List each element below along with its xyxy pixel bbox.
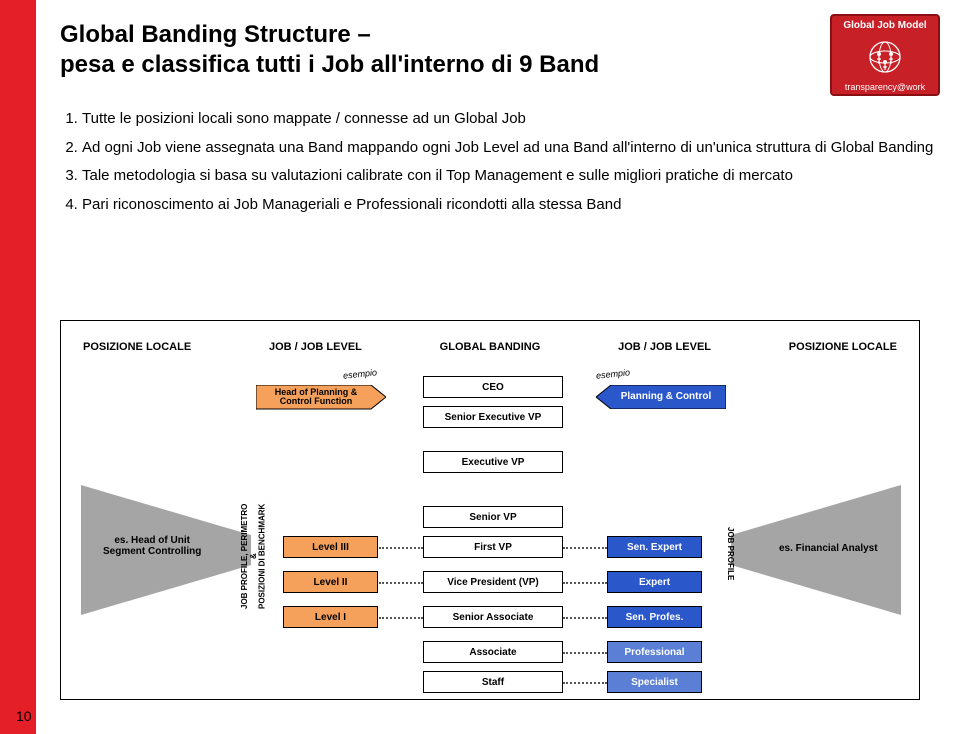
right-professional: Professional (607, 641, 702, 663)
right-specialist: Specialist (607, 671, 702, 693)
esempio-right: esempio (596, 367, 631, 381)
dots-l2 (379, 582, 423, 584)
title-line-1: Global Banding Structure – (60, 20, 940, 50)
bullet-4: Pari riconoscimento ai Job Manageriali e… (82, 194, 940, 217)
dots-r4 (563, 652, 607, 654)
vlabel-left: JOB PROFILE, PERIMETRO &POSIZIONI DI BEN… (241, 501, 267, 611)
band-evp: Executive VP (423, 451, 563, 473)
bullet-list: Tutte le posizioni locali sono mappate /… (60, 108, 940, 216)
slide-title: Global Banding Structure – pesa e classi… (60, 20, 940, 80)
header-joblevel-right: JOB / JOB LEVEL (618, 341, 711, 353)
bullet-2: Ad ogni Job viene assegnata una Band map… (82, 137, 940, 160)
bullet-3: Tale metodologia si basa su valutazioni … (82, 165, 940, 188)
left-job-title: Head of Planning & Control Function (261, 388, 371, 407)
right-expert: Expert (607, 571, 702, 593)
header-joblevel-left: JOB / JOB LEVEL (269, 341, 362, 353)
right-job-title: Planning & Control (616, 391, 716, 402)
level-2: Level II (283, 571, 378, 593)
side-left-label: es. Head of Unit Segment Controlling (103, 535, 201, 557)
slide-content: Global Banding Structure – pesa e classi… (60, 20, 940, 222)
dots-r5 (563, 682, 607, 684)
dots-l3 (379, 547, 423, 549)
band-fvp: First VP (423, 536, 563, 558)
header-posizione-right: POSIZIONE LOCALE (789, 341, 897, 353)
vlabel-right: JOB PROFILE (725, 519, 734, 589)
band-sa: Senior Associate (423, 606, 563, 628)
header-global-banding: GLOBAL BANDING (440, 341, 541, 353)
level-1: Level I (283, 606, 378, 628)
title-line-2: pesa e classifica tutti i Job all'intern… (60, 50, 940, 80)
diagram-headers: POSIZIONE LOCALE JOB / JOB LEVEL GLOBAL … (61, 341, 919, 353)
page-number: 10 (16, 708, 32, 724)
band-assoc: Associate (423, 641, 563, 663)
side-right-label: es. Financial Analyst (779, 543, 878, 554)
dots-l1 (379, 617, 423, 619)
band-staff: Staff (423, 671, 563, 693)
header-posizione-left: POSIZIONE LOCALE (83, 341, 191, 353)
dots-r3 (563, 617, 607, 619)
band-ceo: CEO (423, 376, 563, 398)
level-3: Level III (283, 536, 378, 558)
right-sen-expert: Sen. Expert (607, 536, 702, 558)
band-svp: Senior VP (423, 506, 563, 528)
bullet-1: Tutte le posizioni locali sono mappate /… (82, 108, 940, 131)
band-sevp: Senior Executive VP (423, 406, 563, 428)
banding-diagram: POSIZIONE LOCALE JOB / JOB LEVEL GLOBAL … (60, 320, 920, 700)
dots-r1 (563, 547, 607, 549)
esempio-left: esempio (343, 367, 378, 381)
dots-r2 (563, 582, 607, 584)
brand-logo: UniCredit (0, 393, 4, 474)
brand-sidebar: UniCredit (0, 0, 36, 734)
band-vp: Vice President (VP) (423, 571, 563, 593)
right-sen-profes: Sen. Profes. (607, 606, 702, 628)
